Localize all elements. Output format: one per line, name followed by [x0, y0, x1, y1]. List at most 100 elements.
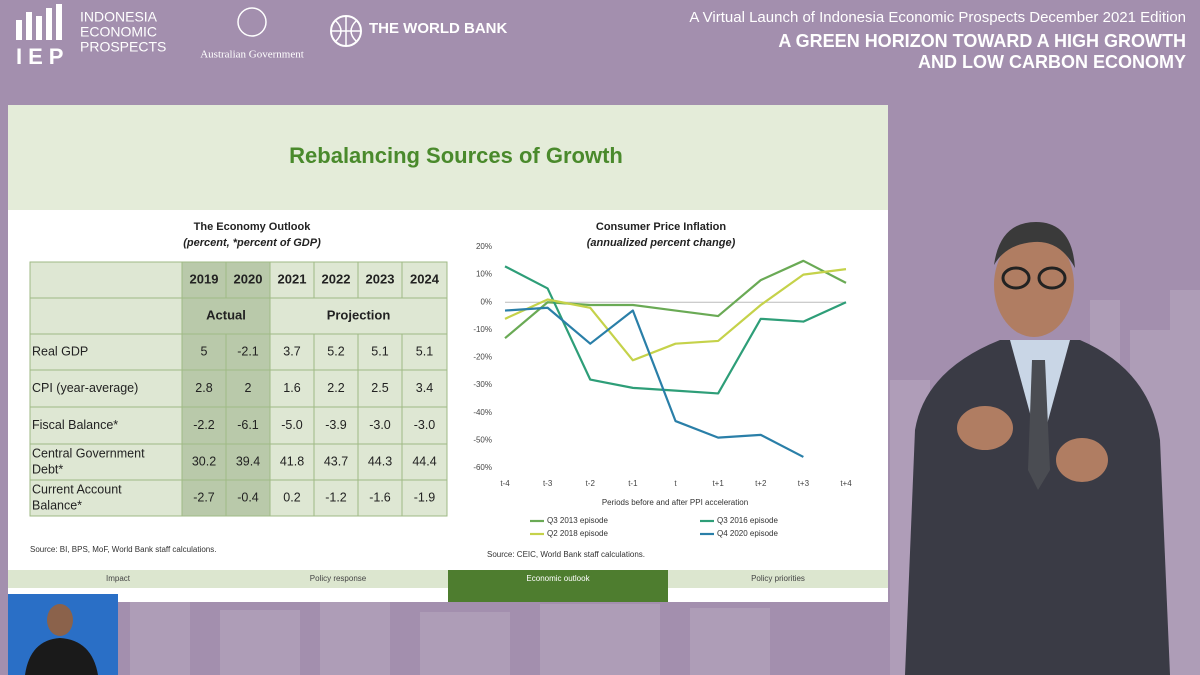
tab-label[interactable]: Policy response [310, 574, 367, 583]
table-value: -1.9 [414, 490, 436, 504]
table-value: 1.6 [283, 381, 300, 395]
table-subtitle: (percent, *percent of GDP) [183, 237, 321, 249]
y-tick-label: -10% [473, 325, 492, 334]
column-header: 2022 [322, 271, 351, 286]
table-value: 43.7 [324, 454, 348, 468]
logo-name: ECONOMIC [80, 24, 157, 40]
table-cell [225, 443, 271, 481]
table-cell [401, 333, 448, 371]
x-tick-label: t+3 [798, 479, 810, 488]
legend-label: Q4 2020 episode [717, 529, 778, 538]
interpreter-video [8, 594, 118, 675]
table-value: -2.2 [193, 418, 215, 432]
logo-short: IEP [16, 44, 69, 69]
table-cell [29, 369, 183, 408]
table-value: -3.0 [369, 418, 391, 432]
row-label: Balance* [32, 498, 82, 512]
tab-active-label[interactable]: Economic outlook [526, 574, 590, 583]
table-value: -3.0 [414, 418, 436, 432]
table-cell [357, 369, 403, 408]
table-cell [225, 406, 271, 445]
chart-source: Source: CEIC, World Bank staff calculati… [487, 550, 645, 559]
x-tick-label: t+2 [755, 479, 767, 488]
row-label: Current Account [32, 482, 122, 496]
partner-name: THE WORLD BANK [369, 20, 507, 37]
table-cell [29, 443, 183, 481]
group-header: Actual [206, 307, 246, 322]
row-label: Fiscal Balance* [32, 418, 118, 432]
tab-label[interactable]: Impact [106, 574, 131, 583]
table-cell [181, 261, 227, 299]
table-value: -3.9 [325, 418, 347, 432]
table-cell [181, 297, 271, 335]
crest [237, 7, 267, 37]
y-tick-label: -30% [473, 380, 492, 389]
table-cell [269, 333, 315, 371]
presenter [905, 222, 1170, 675]
y-tick-label: 10% [476, 270, 492, 279]
table-value: -6.1 [237, 418, 259, 432]
x-tick-label: t-4 [500, 479, 510, 488]
headline: AND LOW CARBON ECONOMY [918, 52, 1186, 72]
table-cell [29, 297, 183, 335]
y-tick-label: 0% [480, 297, 492, 306]
column-header: 2023 [366, 271, 395, 286]
table-source: Source: BI, BPS, MoF, World Bank staff c… [30, 545, 216, 554]
tab-active [448, 570, 668, 602]
event-title: A Virtual Launch of Indonesia Economic P… [689, 9, 1186, 26]
table-cell [401, 479, 448, 517]
table-value: 5 [201, 344, 208, 358]
table-cell [29, 333, 183, 371]
y-tick-label: -50% [473, 435, 492, 444]
x-tick-label: t [674, 479, 677, 488]
table-value: 5.2 [327, 344, 344, 358]
x-axis-label: Periods before and after PPI acceleratio… [602, 498, 748, 507]
column-header: 2019 [190, 271, 219, 286]
x-tick-label: t-2 [586, 479, 596, 488]
y-tick-label: -20% [473, 353, 492, 362]
table-cell [357, 479, 403, 517]
table-value: 30.2 [192, 454, 216, 468]
table-cell [269, 406, 315, 445]
logo-name: INDONESIA [80, 9, 158, 25]
slide-title: Rebalancing Sources of Growth [289, 143, 623, 168]
iep-icon [16, 4, 62, 40]
table-cell [181, 369, 227, 408]
table-value: 3.4 [416, 381, 433, 395]
chart-subtitle: (annualized percent change) [587, 237, 736, 249]
table-cell [29, 261, 183, 299]
x-tick-label: t-1 [628, 479, 638, 488]
table-cell [313, 333, 359, 371]
slide-title-band [8, 105, 888, 210]
table-cell [225, 261, 271, 299]
x-tick-label: t-3 [543, 479, 553, 488]
table-cell [313, 443, 359, 481]
column-header: 2021 [278, 271, 307, 286]
column-header: 2020 [234, 271, 263, 286]
table-cell [313, 479, 359, 517]
y-tick-label: 20% [476, 242, 492, 251]
tab-label[interactable]: Policy priorities [751, 574, 805, 583]
table-cell [225, 369, 271, 408]
table-cell [401, 369, 448, 408]
headline: A GREEN HORIZON TOWARD A HIGH GROWTH [778, 31, 1186, 51]
series-line [504, 306, 804, 458]
table-value: 39.4 [236, 454, 260, 468]
globe-lines [331, 16, 361, 46]
row-label: Debt* [32, 462, 63, 476]
row-label: CPI (year-average) [32, 381, 138, 395]
table-value: 2 [245, 381, 252, 395]
table-value: -1.2 [325, 490, 347, 504]
table-cell [269, 479, 315, 517]
table-cell [269, 297, 448, 335]
table-cell [401, 443, 448, 481]
table-value: 44.3 [368, 454, 392, 468]
table-value: 5.1 [416, 344, 433, 358]
table-cell [357, 406, 403, 445]
row-label: Central Government [32, 446, 145, 460]
table-value: 2.2 [327, 381, 344, 395]
table-value: 2.5 [371, 381, 388, 395]
table-cell [313, 406, 359, 445]
partner-name: Australian Government [200, 49, 304, 61]
